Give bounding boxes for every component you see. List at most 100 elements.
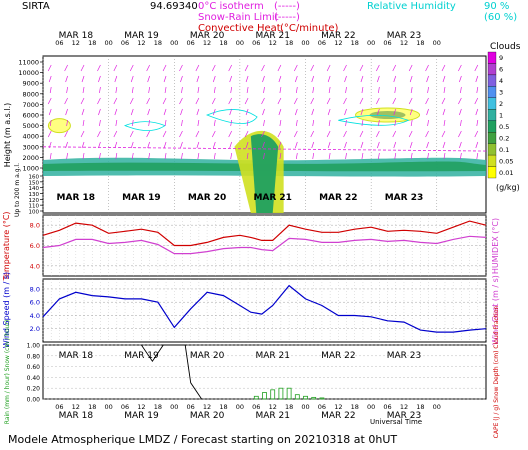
hour-tick-label: 12 [400, 39, 408, 47]
y-tick-label: 8.0 [30, 285, 40, 293]
y-tick-label: 6.0 [30, 299, 40, 307]
hour-tick-label: 00 [170, 403, 178, 411]
wind-arrow [409, 141, 413, 149]
cloud-y-tick-label: 110 [29, 204, 40, 210]
wind-arrow [213, 119, 216, 127]
wind-arrow [460, 86, 462, 94]
wind-arrow [441, 97, 446, 105]
wind-arrow [392, 64, 397, 72]
day-label: MAR 21 [255, 351, 290, 361]
y-tick-label: 0.60 [27, 364, 41, 371]
wind-arrow [197, 119, 200, 127]
wind-arrow [327, 141, 331, 149]
hour-tick-label: 00 [170, 39, 178, 47]
wind-arrow [163, 141, 167, 149]
wind-arrow [441, 130, 446, 138]
wind-arrow [163, 108, 167, 116]
cloud-y-tick-label: 11000 [18, 59, 39, 67]
wind-arrow [344, 141, 347, 149]
wind-arrow [279, 152, 282, 160]
wind-arrow [245, 108, 249, 116]
wind-arrow [359, 130, 364, 138]
wind-arrow [244, 130, 249, 138]
wind-arrow [180, 108, 183, 116]
hour-tick-label: 06 [121, 39, 129, 47]
wind-arrow [295, 119, 298, 127]
wind-arrow [359, 64, 364, 72]
cloud-y-tick-label: 5000 [22, 122, 39, 130]
wind-arrow [181, 152, 183, 160]
hour-tick-label: 18 [285, 39, 293, 47]
wind-arrow [343, 64, 347, 72]
wind-arrow [359, 97, 364, 105]
day-label: MAR 22 [321, 351, 356, 361]
wind-arrow [426, 75, 429, 83]
cloud-y-tick-label: 3000 [22, 143, 39, 151]
wind-arrow [408, 64, 413, 72]
wind-arrow [378, 119, 380, 127]
wind-arrow [246, 119, 249, 127]
hour-tick-label: 06 [55, 39, 63, 47]
colorbar-title: Clouds [490, 42, 521, 52]
wind-arrow [81, 75, 85, 83]
wind-arrow [279, 119, 282, 127]
rh-contour [205, 109, 258, 124]
day-label: MAR 21 [255, 411, 290, 421]
rain-bar [311, 396, 317, 400]
wind-arrow [66, 119, 68, 127]
wind-arrows [47, 64, 479, 160]
rain-bar [262, 392, 267, 400]
wind-arrow [344, 75, 347, 83]
rh-contour [338, 114, 410, 126]
y-tick-label: 2.0 [30, 325, 40, 333]
wind-arrow [392, 130, 397, 138]
wind-arrow [115, 86, 118, 94]
hour-tick-label: 18 [88, 403, 96, 411]
wind-arrow [474, 97, 479, 105]
hour-tick-label: 00 [301, 39, 309, 47]
wind-arrow [377, 141, 380, 149]
hour-tick-label: 12 [334, 39, 342, 47]
wind-arrow [312, 119, 315, 127]
hour-tick-label: 00 [301, 403, 309, 411]
wind-arrow [196, 108, 200, 116]
wind-arrow [262, 108, 265, 116]
wind-arrow [131, 152, 134, 160]
hour-tick-label: 18 [88, 39, 96, 47]
wind-arrow [48, 141, 52, 149]
wind-arrow [394, 119, 397, 127]
y-tick-label: 1.00 [27, 343, 41, 350]
wind-arrow [263, 86, 265, 94]
wind-arrow [196, 75, 200, 83]
y-tick-label: 0.00 [27, 397, 41, 404]
wind-arrow [164, 119, 167, 127]
hour-tick-label: 00 [433, 39, 441, 47]
wind-arrow [197, 86, 200, 94]
wind-arrow [162, 130, 167, 138]
hour-tick-label: 18 [285, 403, 293, 411]
cloud-y-tick-label: 140 [29, 186, 40, 192]
wind-arrow [98, 141, 101, 149]
rain-bar [253, 395, 259, 400]
day-label: MAR 20 [190, 411, 225, 421]
hour-tick-label: 00 [367, 39, 375, 47]
isotherm-line [42, 146, 487, 152]
wind-arrow [311, 141, 315, 149]
wind-arrow [47, 64, 52, 72]
day-label: MAR 23 [387, 351, 422, 361]
precip-ylabel-right: CAPE (J / g) Snow Depth (cm) Cloud Fract… [493, 305, 500, 438]
wind-arrow [394, 152, 397, 160]
hour-tick-label: 00 [433, 403, 441, 411]
wind-arrow [246, 86, 249, 94]
wind-arrow [130, 141, 134, 149]
convective-core [250, 134, 279, 213]
wind-arrow [146, 130, 150, 138]
cloud-y-tick-label: 120 [29, 198, 40, 204]
wind-arrow [81, 141, 85, 149]
colorbar-tick-label: 0.2 [499, 134, 509, 142]
wind-arrow [211, 130, 216, 138]
hour-tick-label: 18 [351, 39, 359, 47]
wind-arrow [97, 97, 101, 105]
wind-arrow [310, 64, 315, 72]
day-label: MAR 22 [321, 411, 356, 421]
